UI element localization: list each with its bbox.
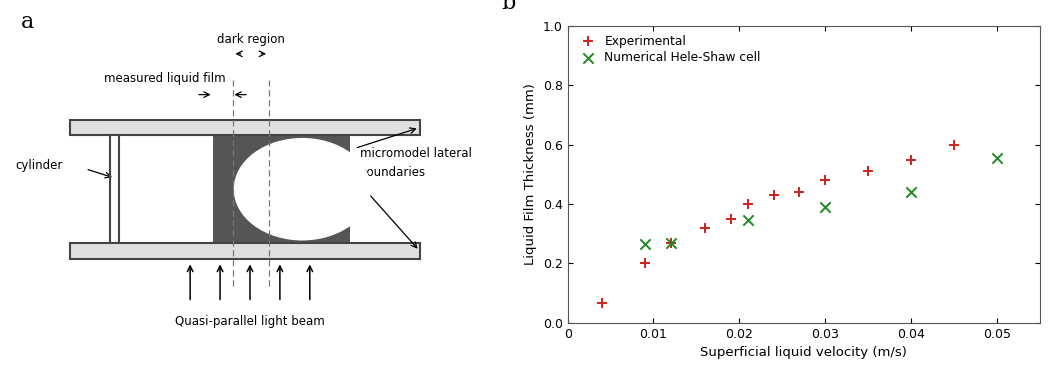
- Experimental: [723, 216, 740, 222]
- Text: Quasi-parallel light beam: Quasi-parallel light beam: [175, 315, 325, 328]
- Text: dark region: dark region: [218, 33, 285, 46]
- Numerical Hele-Shaw cell: [662, 240, 679, 246]
- Bar: [70, 120, 419, 135]
- Experimental: [593, 301, 610, 306]
- Numerical Hele-Shaw cell: [903, 189, 920, 195]
- Experimental: [740, 201, 756, 207]
- Text: boundaries: boundaries: [360, 166, 425, 179]
- Numerical Hele-Shaw cell: [989, 155, 1006, 161]
- Circle shape: [234, 139, 370, 240]
- Experimental: [765, 192, 782, 198]
- Numerical Hele-Shaw cell: [817, 204, 834, 210]
- Bar: [212, 135, 350, 243]
- Text: a: a: [20, 11, 34, 33]
- Text: b: b: [502, 0, 516, 14]
- Experimental: [790, 189, 807, 195]
- Experimental: [859, 168, 876, 174]
- Experimental: [637, 260, 654, 266]
- Text: micromodel lateral: micromodel lateral: [360, 147, 471, 161]
- Experimental: [817, 177, 834, 183]
- Experimental: [945, 142, 962, 148]
- Text: measured liquid film: measured liquid film: [104, 72, 226, 85]
- Legend: Experimental, Numerical Hele-Shaw cell: Experimental, Numerical Hele-Shaw cell: [574, 32, 763, 67]
- Numerical Hele-Shaw cell: [740, 217, 756, 223]
- Text: cylinder: cylinder: [16, 158, 63, 172]
- Experimental: [903, 157, 920, 162]
- Y-axis label: Liquid Film Thickness (mm): Liquid Film Thickness (mm): [524, 83, 537, 265]
- X-axis label: Superficial liquid velocity (m/s): Superficial liquid velocity (m/s): [700, 346, 907, 359]
- Numerical Hele-Shaw cell: [637, 241, 654, 247]
- Experimental: [662, 240, 679, 246]
- Experimental: [696, 225, 713, 231]
- Bar: [70, 243, 419, 259]
